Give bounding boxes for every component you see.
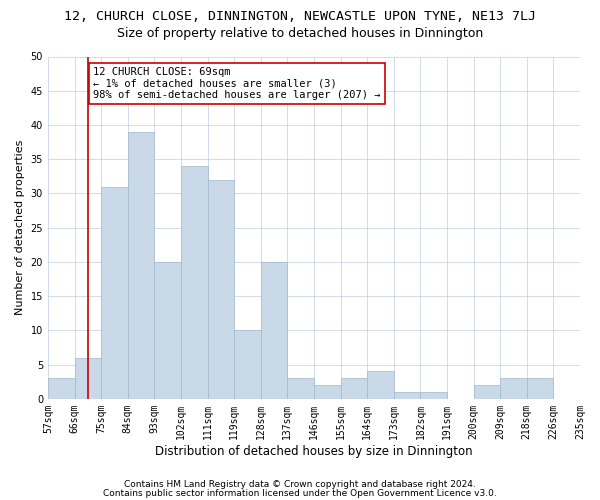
Y-axis label: Number of detached properties: Number of detached properties bbox=[15, 140, 25, 316]
Bar bbox=[314, 385, 341, 399]
Text: Contains public sector information licensed under the Open Government Licence v3: Contains public sector information licen… bbox=[103, 488, 497, 498]
Bar bbox=[367, 372, 394, 399]
Text: 12, CHURCH CLOSE, DINNINGTON, NEWCASTLE UPON TYNE, NE13 7LJ: 12, CHURCH CLOSE, DINNINGTON, NEWCASTLE … bbox=[64, 10, 536, 23]
Bar bbox=[527, 378, 553, 399]
Bar bbox=[500, 378, 527, 399]
Text: Size of property relative to detached houses in Dinnington: Size of property relative to detached ho… bbox=[117, 28, 483, 40]
Bar bbox=[421, 392, 447, 399]
Bar bbox=[394, 392, 421, 399]
Bar bbox=[74, 358, 101, 399]
Bar bbox=[234, 330, 261, 399]
Text: Contains HM Land Registry data © Crown copyright and database right 2024.: Contains HM Land Registry data © Crown c… bbox=[124, 480, 476, 489]
Bar bbox=[48, 378, 74, 399]
Text: 12 CHURCH CLOSE: 69sqm
← 1% of detached houses are smaller (3)
98% of semi-detac: 12 CHURCH CLOSE: 69sqm ← 1% of detached … bbox=[93, 67, 380, 100]
Bar bbox=[181, 166, 208, 399]
Bar bbox=[208, 180, 234, 399]
Bar bbox=[128, 132, 154, 399]
Bar bbox=[287, 378, 314, 399]
Bar bbox=[154, 262, 181, 399]
Bar bbox=[101, 186, 128, 399]
Bar bbox=[261, 262, 287, 399]
X-axis label: Distribution of detached houses by size in Dinnington: Distribution of detached houses by size … bbox=[155, 444, 473, 458]
Bar bbox=[473, 385, 500, 399]
Bar bbox=[341, 378, 367, 399]
